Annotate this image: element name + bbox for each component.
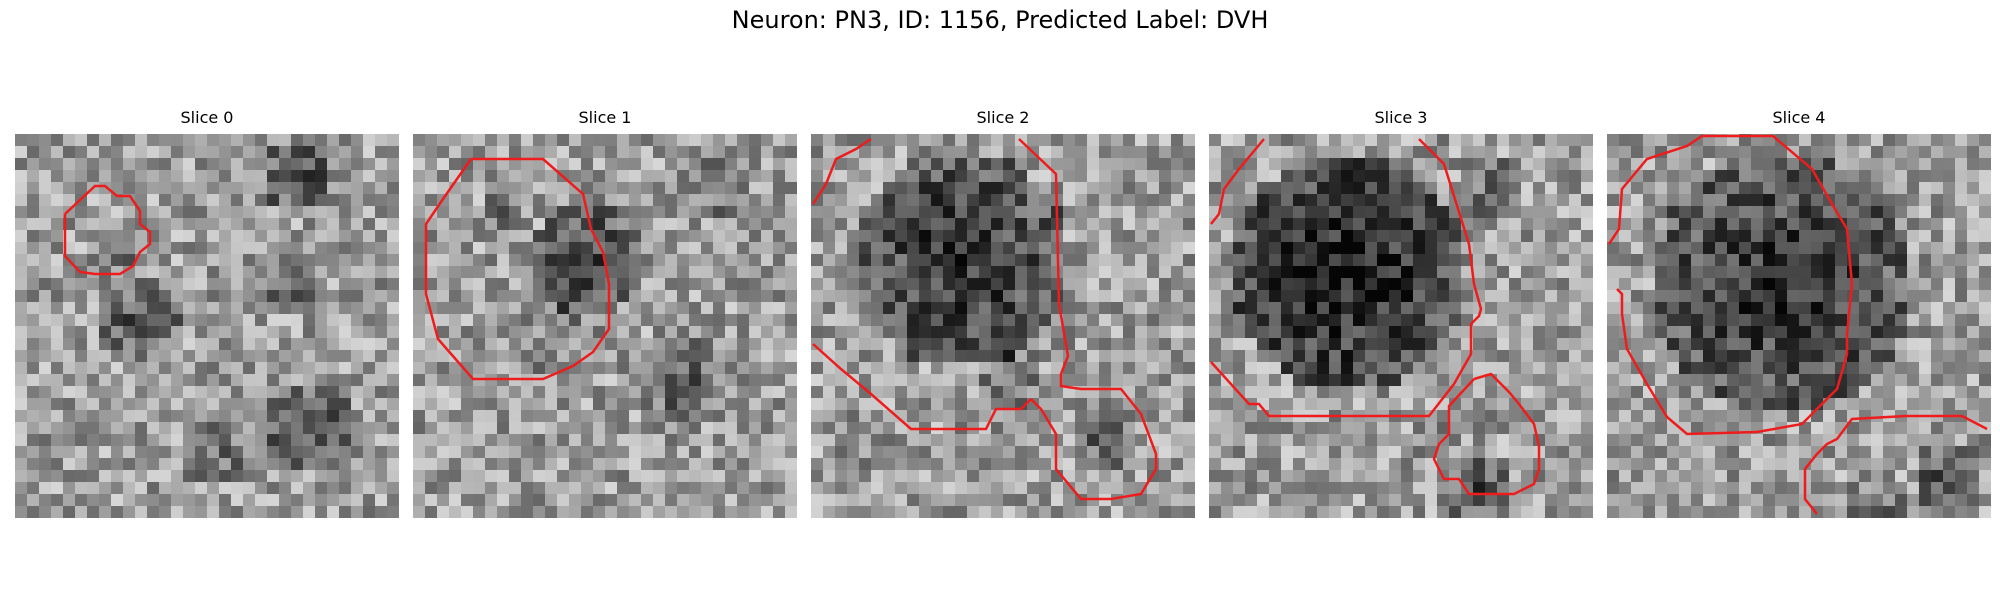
grayscale-pixels [811, 134, 1195, 518]
segmentation-contour [812, 343, 1032, 431]
slice-image-0 [15, 134, 399, 518]
slice-title-4: Slice 4 [1772, 108, 1826, 127]
figure-title: Neuron: PN3, ID: 1156, Predicted Label: … [731, 6, 1269, 34]
segmentation-contour [1803, 414, 1988, 515]
grayscale-pixels [413, 134, 797, 518]
slice-title-2: Slice 2 [976, 108, 1030, 127]
slice-image-2 [811, 134, 1195, 518]
segmentation-contour [1607, 134, 1854, 436]
grayscale-pixels [1607, 134, 1991, 518]
slice-image-1 [413, 134, 797, 518]
segmentation-contour [63, 184, 152, 276]
slice-title-1: Slice 1 [578, 108, 632, 127]
segmentation-contour [1210, 138, 1483, 418]
slice-title-3: Slice 3 [1374, 108, 1428, 127]
grayscale-pixels [1209, 134, 1593, 518]
slice-image-3 [1209, 134, 1593, 518]
segmentation-contour [1018, 138, 1158, 501]
segmentation-contour [1210, 138, 1265, 225]
segmentation-contour [811, 137, 872, 205]
grayscale-pixels [15, 134, 399, 518]
segmentation-contour [424, 157, 611, 381]
segmentation-contour [1432, 372, 1541, 496]
slice-title-0: Slice 0 [180, 108, 234, 127]
slice-image-4 [1607, 134, 1991, 518]
